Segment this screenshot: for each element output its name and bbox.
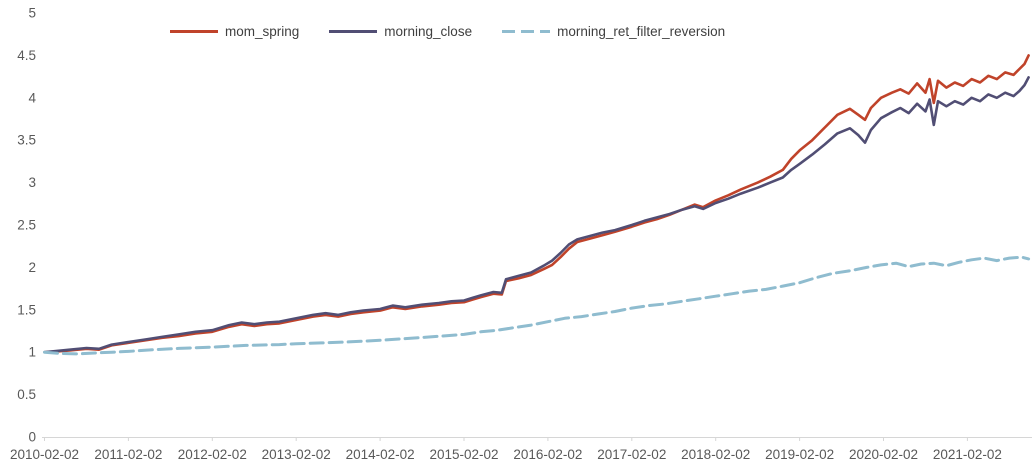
x-axis-label: 2011-02-02	[94, 447, 162, 462]
chart-legend: mom_spring morning_close morning_ret_filte…	[170, 24, 725, 39]
legend-item-mom-spring: mom_spring	[170, 24, 299, 39]
x-axis-label: 2015-02-02	[429, 447, 498, 462]
y-axis-label: 1.5	[17, 302, 36, 317]
x-axis-label: 2019-02-02	[765, 447, 834, 462]
x-axis-label: 2016-02-02	[513, 447, 582, 462]
y-axis-label: 5	[28, 6, 36, 21]
y-axis-label: 4	[28, 90, 36, 105]
x-axis-label: 2013-02-02	[262, 447, 331, 462]
legend-marker-solid-line	[329, 30, 378, 33]
x-axis-label: 2021-02-02	[933, 447, 1002, 462]
legend-label: morning_close	[384, 24, 473, 39]
y-axis-label: 2	[28, 260, 36, 275]
legend-item-morning-close: morning_close	[329, 24, 472, 39]
y-axis-label: 0.5	[17, 387, 36, 402]
legend-label: morning_ret_filter_reversion	[557, 24, 726, 39]
x-axis-label: 2012-02-02	[178, 447, 247, 462]
series-morning-close-line	[43, 76, 1030, 354]
x-axis-label: 2017-02-02	[597, 447, 666, 462]
series-mom-spring-line	[43, 54, 1030, 354]
legend-item-morning-ret-filter-reversion: morning_ret_filter_reversion	[502, 24, 725, 39]
x-axis-label: 2014-02-02	[346, 447, 415, 462]
y-axis-label: 3.5	[17, 133, 36, 148]
x-axis-label: 2020-02-02	[849, 447, 918, 462]
y-axis-label: 3	[28, 175, 36, 190]
legend-marker-dashed-line	[502, 30, 551, 33]
y-axis-label: 1	[28, 345, 36, 360]
y-axis-label: 0	[28, 430, 36, 445]
y-axis-label: 4.5	[17, 48, 36, 63]
x-axis-label: 2010-02-02	[10, 447, 79, 462]
legend-marker-solid-line	[170, 30, 218, 33]
legend-label: mom_spring	[225, 24, 300, 39]
x-axis-label: 2018-02-02	[681, 447, 750, 462]
y-axis-label: 2.5	[17, 218, 36, 233]
series-morning-ret-filter-reversion-line	[43, 255, 1031, 356]
